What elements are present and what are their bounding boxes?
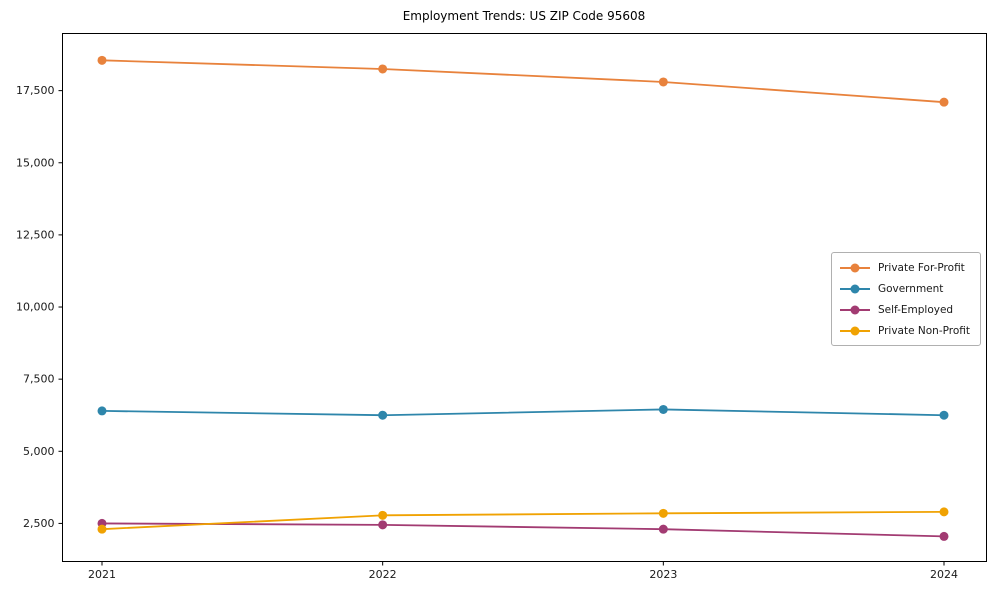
series-private-non-profit xyxy=(97,507,949,534)
y-axis: 2,500 5,000 7,500 10,000 12,500 15,000 17,500 xyxy=(16,84,63,530)
axes-frame xyxy=(62,33,987,562)
series-line xyxy=(101,522,945,538)
legend-item-private-non-profit: Private Non-Profit xyxy=(839,321,970,340)
legend-label: Private For-Profit xyxy=(877,261,965,274)
data-point-marker xyxy=(97,55,107,65)
legend-line-marker-icon xyxy=(839,325,870,336)
data-point-marker xyxy=(97,406,107,416)
y-tick-label: 17,500 xyxy=(16,84,55,97)
series-line xyxy=(101,408,945,417)
legend-label: Government xyxy=(877,282,944,295)
x-tick-label: 2024 xyxy=(930,568,958,581)
data-point-marker xyxy=(939,97,949,107)
series-line xyxy=(101,59,945,104)
x-tick-label: 2022 xyxy=(369,568,397,581)
data-point-marker xyxy=(658,524,668,534)
y-tick-label: 7,500 xyxy=(23,373,55,386)
series-line xyxy=(101,510,945,531)
data-point-marker xyxy=(658,404,668,414)
y-tick-label: 15,000 xyxy=(16,156,55,169)
legend-line-marker-icon xyxy=(839,304,870,315)
data-point-marker xyxy=(658,508,668,518)
data-point-marker xyxy=(378,64,388,74)
y-tick-label: 10,000 xyxy=(16,301,55,314)
chart-title: Employment Trends: US ZIP Code 95608 xyxy=(402,9,646,23)
data-point-marker xyxy=(378,510,388,520)
y-tick-label: 12,500 xyxy=(16,228,55,241)
data-point-marker xyxy=(939,507,949,517)
legend-item-government: Government xyxy=(839,279,970,298)
y-tick-label: 5,000 xyxy=(23,445,55,458)
legend-line-marker-icon xyxy=(839,262,870,273)
x-tick-label: 2023 xyxy=(649,568,677,581)
series-government xyxy=(97,404,949,420)
legend-item-self-employed: Self-Employed xyxy=(839,300,970,319)
x-tick-label: 2021 xyxy=(88,568,116,581)
series-private-for-profit xyxy=(97,55,949,107)
legend: Private For-Profit Government Self-Employe… xyxy=(830,252,981,346)
legend-item-private-for-profit: Private For-Profit xyxy=(839,258,970,277)
legend-line-marker-icon xyxy=(839,283,870,294)
data-point-marker xyxy=(658,77,668,87)
legend-label: Private Non-Profit xyxy=(877,324,970,337)
data-point-marker xyxy=(939,410,949,420)
legend-label: Self-Employed xyxy=(877,303,954,316)
data-point-marker xyxy=(378,410,388,420)
series-self-employed xyxy=(97,518,949,541)
y-tick-label: 2,500 xyxy=(23,517,55,530)
x-axis: 2021 2022 2023 2024 xyxy=(88,561,958,581)
data-point-marker xyxy=(378,520,388,530)
data-point-marker xyxy=(939,531,949,541)
data-point-marker xyxy=(97,524,107,534)
